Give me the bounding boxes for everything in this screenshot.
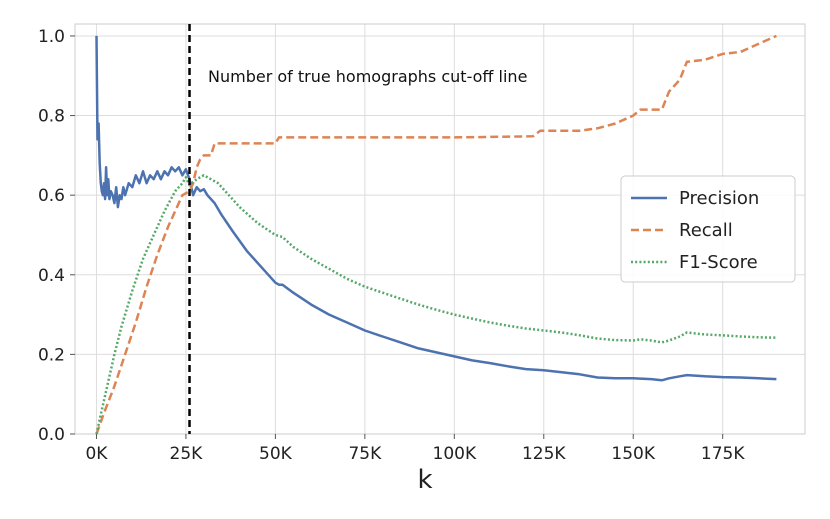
legend-label: Recall [679, 220, 733, 241]
y-tick-label: 0.4 [38, 266, 65, 286]
legend: Precision Recall F1-Score [620, 175, 796, 283]
x-tick-label: 0K [85, 444, 108, 464]
legend-label: F1-Score [679, 252, 758, 273]
y-tick-label: 0.2 [38, 345, 65, 365]
x-tick-label: 100K [433, 444, 477, 464]
x-tick-label: 25K [170, 444, 204, 464]
x-tick-label: 50K [259, 444, 293, 464]
x-tick-label: 150K [611, 444, 655, 464]
series-line-precision [95, 35, 777, 382]
series-layer [95, 34, 777, 435]
y-tick-label: 0.6 [38, 186, 65, 206]
plot-frame [74, 23, 806, 435]
series-line-f1-score [95, 174, 777, 435]
x-axis-title: k [417, 465, 432, 495]
x-axis-ticks: 0K 25K 50K 75K 100K 125K 150K 175K [85, 434, 745, 464]
x-tick-label: 75K [348, 444, 382, 464]
legend-box [620, 175, 796, 283]
x-tick-label: 125K [522, 444, 566, 464]
gridlines [75, 24, 805, 435]
x-tick-label: 175K [701, 444, 745, 464]
y-tick-label: 0.0 [38, 425, 65, 445]
y-tick-label: 0.8 [38, 107, 65, 127]
cutoff-annotation: Number of true homographs cut-off line [208, 67, 527, 86]
legend-label: Precision [679, 188, 759, 209]
series-line-recall [95, 34, 777, 435]
y-tick-label: 1.0 [38, 27, 65, 47]
y-axis-ticks: 0.0 0.2 0.4 0.6 0.8 1.0 [38, 27, 75, 445]
